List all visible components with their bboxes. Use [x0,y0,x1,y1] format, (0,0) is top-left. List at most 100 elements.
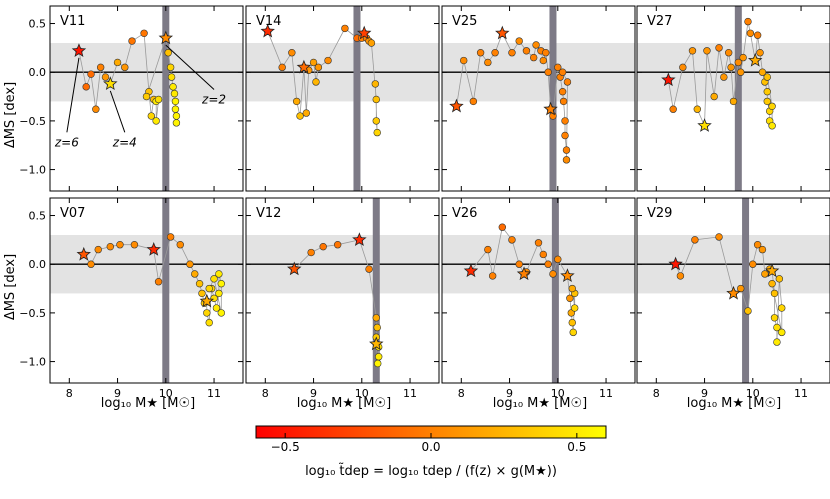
data-point [734,58,743,67]
redshift-star-marker [296,59,312,74]
data-point [549,270,557,278]
data-point [152,117,160,125]
data-point [554,255,562,264]
data-point [753,241,762,249]
x-tick-label: 9 [506,387,513,400]
panel-title: V14 [256,14,281,29]
x-tick-label: 10 [746,387,760,400]
data-point [215,289,223,298]
redshift-star-marker [369,336,384,351]
panel-title: V29 [647,206,672,221]
redshift-star-marker [158,30,174,45]
data-point [508,236,516,244]
panel-title: V12 [256,206,281,221]
redshift-star-marker [449,98,464,113]
redshift-star-marker [356,25,372,40]
panel-title: V11 [60,14,85,29]
data-point [710,92,718,101]
panel-frame [245,5,440,192]
data-point [154,95,163,104]
data-point [113,58,122,67]
data-point [676,272,685,280]
data-point [544,260,552,268]
redshift-star-marker [103,76,118,91]
data-point [773,323,781,332]
y-axis-label-bottom: ΔMS [dex] [3,254,18,320]
data-point [746,29,755,37]
y-tick-label: −0.5 [19,307,46,320]
data-point [372,314,380,322]
panel-frame [245,197,440,384]
data-point [288,49,296,57]
x-axis-label-4: log₁₀ M★ [M☉] [687,396,781,411]
data-point [186,260,194,268]
panel-frame [441,5,636,192]
panel-frame [49,197,244,384]
mass-threshold-bar [162,6,170,191]
mass-threshold-bar [162,198,170,383]
data-point [542,49,550,57]
y-tick-label: −1.0 [19,356,46,369]
data-point [758,68,767,76]
data-point [744,17,752,26]
panel-v14: V14 [245,5,440,192]
panel-v12: 8 9 10 11 V12 [245,197,440,400]
data-point [532,41,540,49]
x-tick-label: 9 [310,387,317,400]
data-point [164,49,172,57]
data-point [770,314,779,322]
data-point [715,44,723,52]
x-tick-label: 9 [114,387,121,400]
data-point [488,272,497,280]
data-point [205,284,213,293]
redshift-star-marker [352,232,367,247]
x-axis-label-1: log₁₀ M★ [M☉] [101,396,195,411]
data-point [128,37,136,45]
data-point [312,78,320,86]
data-point [561,117,569,125]
data-point [319,242,327,251]
data-point [87,70,95,78]
redshift-star-marker [661,72,676,87]
x-tick-label: 11 [794,387,808,400]
data-point [121,63,129,72]
mass-threshold-bar [372,198,380,383]
y-tick-label: 0.5 [29,18,47,31]
data-point [756,49,764,57]
data-point [217,309,225,317]
y-axis-label-text: ΔMS [dex] [3,254,18,320]
panel-v26: 8 9 10 11 V26 [441,197,636,400]
trajectory-line [456,32,568,160]
mass-threshold-bar [353,6,361,191]
redshift-star-marker [697,118,712,132]
data-point [691,236,699,244]
data-point [763,87,771,96]
redshift-star-marker [560,268,575,283]
x-tick-label: 10 [159,387,173,400]
data-point [147,112,156,120]
data-point [768,279,776,288]
y-axis-label-top: ΔMS [dex] [3,82,18,148]
data-point [302,109,311,117]
data-point [87,260,95,268]
x-tick-label: 11 [207,387,221,400]
data-point [314,63,323,72]
colorbar-ticks: −0.5 0.0 0.5 [271,433,586,454]
panel-frame [441,197,636,384]
data-point [515,260,523,268]
data-point [568,318,576,327]
redshift-star-marker [543,101,558,116]
data-point [720,73,728,81]
data-point [167,73,176,81]
data-point [96,63,105,72]
data-point [554,63,562,72]
redshift-star-marker [747,52,763,67]
colorbar-tick-label: 0.0 [421,440,440,454]
redshift-star-marker [668,256,683,271]
data-point [498,223,507,231]
panel-v29: 8 9 10 11 V29 [636,197,830,400]
data-point [778,304,786,312]
data-point [195,279,204,288]
data-point [768,122,776,130]
